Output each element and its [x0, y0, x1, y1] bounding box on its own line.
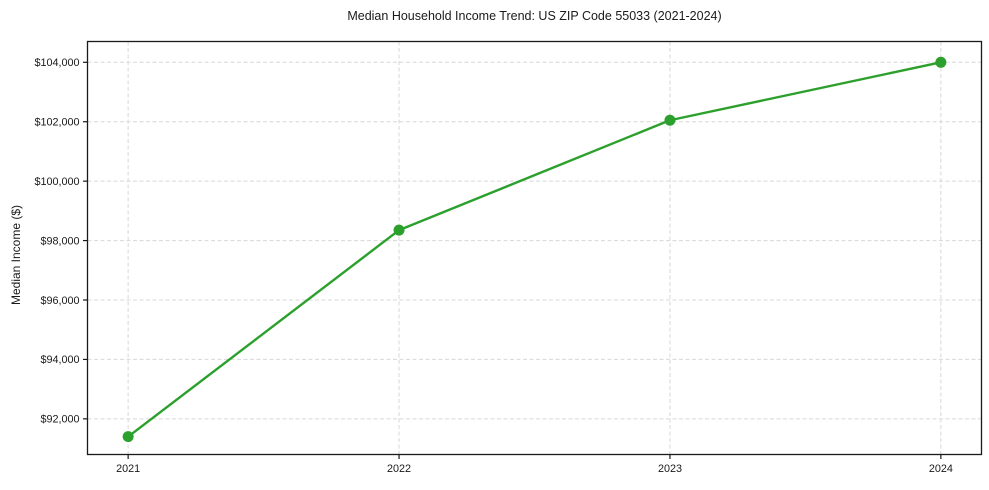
tick-labels: $92,000 $94,000 $96,000 $98,000 $100,000 $102… — [34, 57, 952, 475]
x-tick-label: 2023 — [658, 463, 682, 475]
data-point-2024 — [935, 56, 947, 68]
chart-title: Median Household Income Trend: US ZIP Co… — [347, 9, 722, 23]
y-tick-label: $92,000 — [40, 414, 79, 426]
data-series — [122, 56, 947, 443]
data-point-2022 — [393, 224, 405, 236]
y-tick-label: $96,000 — [40, 295, 79, 307]
trend-line — [126, 61, 943, 438]
x-tick-label: 2022 — [387, 463, 411, 475]
y-tick-label: $94,000 — [40, 354, 79, 366]
data-point-2021 — [122, 431, 134, 443]
y-tick-label: $104,000 — [34, 57, 79, 69]
y-tick-label: $98,000 — [40, 235, 79, 247]
y-tick-label: $102,000 — [34, 117, 79, 129]
y-tick-label: $100,000 — [34, 176, 79, 188]
gridlines — [87, 41, 982, 455]
x-tick-label: 2021 — [116, 463, 140, 475]
data-point-2023 — [664, 114, 676, 126]
x-tick-label: 2024 — [929, 463, 953, 475]
axes — [83, 40, 983, 459]
plot-border — [86, 40, 983, 456]
